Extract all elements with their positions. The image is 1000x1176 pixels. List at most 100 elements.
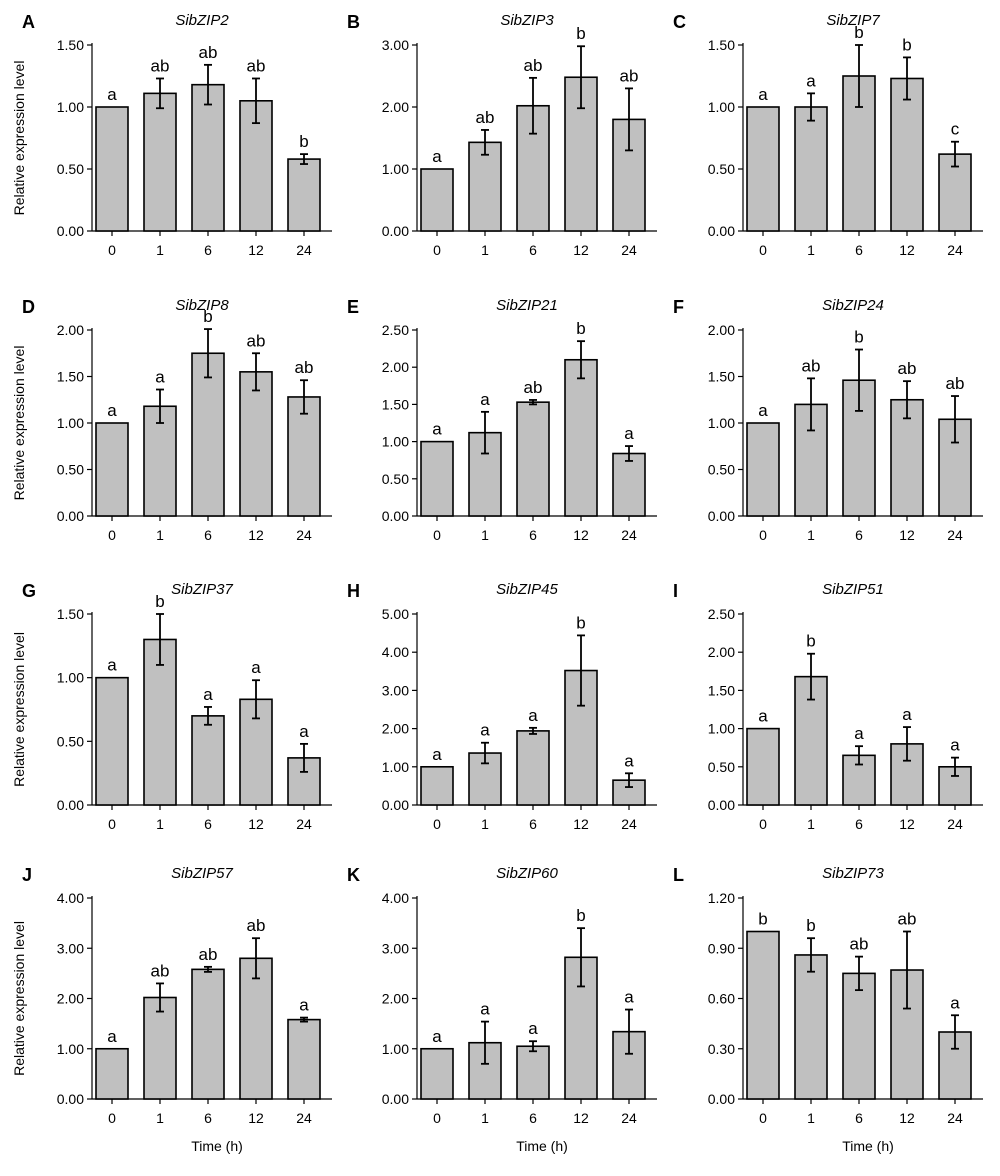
y-tick-label: 0.00 <box>57 508 84 524</box>
chart-panel-d: D SibZIP8 0.00 0.50 1.00 1.50 2.00 0 a 1 a 6 b 12 ab 24… <box>11 297 332 543</box>
x-tick-label: 12 <box>248 242 264 258</box>
bar <box>191 968 225 1100</box>
y-tick-label: 1.50 <box>57 37 84 53</box>
x-tick-label: 24 <box>947 242 963 258</box>
x-tick-label: 0 <box>759 816 767 832</box>
significance-letter: ab <box>524 56 543 75</box>
significance-letter: ab <box>247 56 266 75</box>
chart-panel-j: J SibZIP57 0.00 1.00 2.00 3.00 4.00 0 a 1 ab 6 ab 12 a… <box>11 865 332 1154</box>
y-tick-label: 2.50 <box>382 322 409 338</box>
significance-letter: ab <box>898 910 917 929</box>
bar <box>842 972 876 1100</box>
y-tick-label: 1.50 <box>382 396 409 412</box>
y-tick-label: 2.00 <box>708 644 735 660</box>
significance-letter: a <box>624 988 634 1007</box>
bar <box>938 153 972 232</box>
bar <box>95 422 129 517</box>
panel-letter: F <box>673 297 684 317</box>
y-tick-label: 0.50 <box>708 462 735 478</box>
x-tick-label: 12 <box>248 816 264 832</box>
bar <box>239 957 273 1100</box>
chart-panel-c: C SibZIP7 0.00 0.50 1.00 1.50 0 a 1 a 6 b 12 b 24 c <box>673 12 983 258</box>
bar <box>191 715 225 806</box>
y-tick-label: 0.00 <box>708 223 735 239</box>
y-tick-label: 1.00 <box>57 1041 84 1057</box>
panel-letter: K <box>347 865 360 885</box>
significance-letter: ab <box>151 56 170 75</box>
y-tick-label: 3.00 <box>382 682 409 698</box>
x-tick-label: 12 <box>573 242 589 258</box>
significance-letter: a <box>480 721 490 740</box>
x-tick-label: 1 <box>156 527 164 543</box>
x-tick-label: 1 <box>481 1110 489 1126</box>
x-tick-label: 1 <box>807 242 815 258</box>
chart-panel-l: L SibZIP73 0.00 0.30 0.60 0.90 1.20 0 b 1 b 6 ab 12 ab… <box>673 865 983 1154</box>
x-tick-label: 24 <box>296 816 312 832</box>
x-tick-label: 24 <box>621 1110 637 1126</box>
significance-letter: a <box>155 368 165 387</box>
bar <box>191 83 225 232</box>
x-tick-label: 6 <box>855 816 863 832</box>
significance-letter: b <box>854 328 863 347</box>
x-tick-label: 24 <box>947 527 963 543</box>
significance-letter: b <box>758 910 767 929</box>
y-tick-label: 3.00 <box>382 37 409 53</box>
significance-letter: b <box>576 613 585 632</box>
x-tick-label: 0 <box>433 242 441 258</box>
x-tick-label: 24 <box>947 1110 963 1126</box>
y-tick-label: 0.00 <box>57 797 84 813</box>
chart-panel-e: E SibZIP210.000.501.001.502.002.500a1a6ab… <box>347 297 657 543</box>
x-tick-label: 6 <box>204 816 212 832</box>
panel-letter: J <box>22 865 32 885</box>
significance-letter: a <box>299 996 309 1015</box>
y-tick-label: 1.20 <box>708 890 735 906</box>
significance-letter: ab <box>802 356 821 375</box>
y-tick-label: 1.00 <box>57 99 84 115</box>
x-tick-label: 6 <box>855 527 863 543</box>
chart-panel-f: F SibZIP24 0.00 0.50 1.00 1.50 2.00 0 a 1 ab 6 b 12 ab… <box>673 297 983 543</box>
chart-panel-b: B SibZIP3 0.00 1.00 2.00 3.00 0 a 1 ab 6 ab 12 b 24 ab <box>347 12 657 258</box>
bar <box>746 727 780 806</box>
significance-letter: b <box>155 592 164 611</box>
significance-letter: a <box>432 420 442 439</box>
y-tick-label: 0.00 <box>382 508 409 524</box>
significance-letter: b <box>576 24 585 43</box>
panel-letter: H <box>347 581 360 601</box>
x-axis-title: Time (h) <box>191 1138 243 1154</box>
panel-title: SibZIP45 <box>496 581 558 598</box>
panel-title: SibZIP8 <box>175 297 229 314</box>
y-tick-label: 1.00 <box>382 1041 409 1057</box>
y-axis-title: Relative expression level <box>11 61 27 216</box>
x-tick-label: 1 <box>156 242 164 258</box>
x-tick-label: 0 <box>433 816 441 832</box>
x-tick-label: 1 <box>156 816 164 832</box>
significance-letter: ab <box>295 358 314 377</box>
panel-letter: D <box>22 297 35 317</box>
x-tick-label: 0 <box>108 1110 116 1126</box>
bar <box>746 106 780 232</box>
panel-letter: I <box>673 581 678 601</box>
y-tick-label: 4.00 <box>382 644 409 660</box>
y-tick-label: 2.00 <box>382 359 409 375</box>
significance-letter: a <box>432 1027 442 1046</box>
x-tick-label: 24 <box>296 242 312 258</box>
x-tick-label: 1 <box>481 242 489 258</box>
significance-letter: a <box>251 658 261 677</box>
x-tick-label: 24 <box>947 816 963 832</box>
x-tick-label: 1 <box>156 1110 164 1126</box>
y-tick-label: 1.50 <box>708 369 735 385</box>
panel-title: SibZIP51 <box>822 581 884 598</box>
significance-letter: a <box>854 724 864 743</box>
panel-title: SibZIP2 <box>175 12 229 29</box>
significance-letter: a <box>107 85 117 104</box>
significance-letter: b <box>576 319 585 338</box>
x-tick-label: 12 <box>248 1110 264 1126</box>
x-tick-label: 12 <box>899 527 915 543</box>
x-tick-label: 0 <box>108 816 116 832</box>
x-tick-label: 1 <box>807 1110 815 1126</box>
panel-title: SibZIP24 <box>822 297 884 314</box>
bar <box>287 1018 321 1100</box>
bar <box>516 401 550 517</box>
bar <box>420 168 454 232</box>
significance-letter: a <box>432 745 442 764</box>
